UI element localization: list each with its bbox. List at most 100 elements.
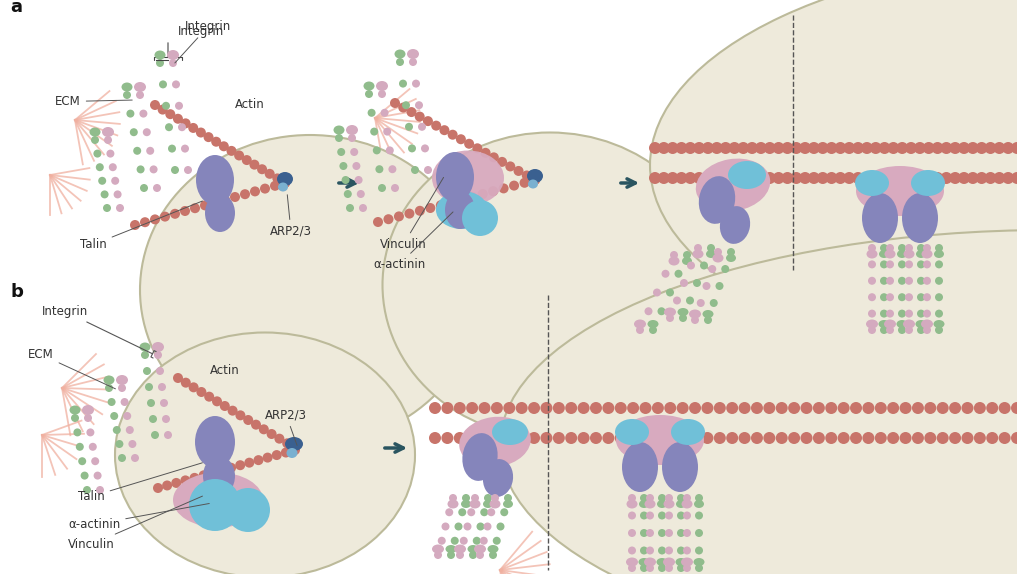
Circle shape: [636, 326, 644, 334]
Circle shape: [565, 432, 578, 444]
Circle shape: [346, 204, 354, 212]
Ellipse shape: [463, 433, 497, 481]
Circle shape: [941, 142, 952, 154]
Ellipse shape: [921, 250, 933, 258]
Circle shape: [260, 184, 270, 193]
Circle shape: [130, 128, 137, 136]
Ellipse shape: [82, 405, 94, 415]
Circle shape: [967, 142, 978, 154]
Circle shape: [932, 172, 944, 184]
Ellipse shape: [639, 500, 649, 508]
Circle shape: [676, 432, 689, 444]
Circle shape: [441, 432, 454, 444]
Circle shape: [658, 529, 666, 537]
Circle shape: [711, 142, 723, 154]
Ellipse shape: [921, 320, 933, 328]
Circle shape: [702, 432, 714, 444]
Circle shape: [694, 244, 702, 252]
Circle shape: [649, 326, 657, 334]
Ellipse shape: [195, 416, 235, 468]
Circle shape: [649, 142, 661, 154]
Ellipse shape: [139, 343, 151, 351]
Circle shape: [700, 262, 708, 270]
Circle shape: [478, 189, 488, 199]
Circle shape: [210, 197, 220, 208]
Circle shape: [467, 508, 475, 516]
Circle shape: [693, 279, 701, 287]
Circle shape: [949, 402, 961, 414]
Circle shape: [880, 277, 888, 285]
Circle shape: [879, 172, 891, 184]
Circle shape: [726, 402, 738, 414]
Text: Actin: Actin: [235, 98, 264, 111]
Circle shape: [974, 402, 985, 414]
Circle shape: [480, 537, 488, 545]
Circle shape: [1011, 172, 1017, 184]
Ellipse shape: [903, 320, 915, 328]
Circle shape: [677, 494, 685, 502]
Circle shape: [73, 428, 81, 436]
Circle shape: [614, 432, 626, 444]
Circle shape: [448, 494, 457, 502]
Circle shape: [614, 402, 626, 414]
Circle shape: [454, 402, 466, 414]
Circle shape: [136, 165, 144, 173]
Circle shape: [834, 142, 846, 154]
Circle shape: [407, 107, 417, 117]
Circle shape: [923, 326, 931, 334]
Circle shape: [898, 277, 906, 285]
Circle shape: [905, 309, 913, 317]
Ellipse shape: [445, 545, 457, 553]
Circle shape: [667, 172, 678, 184]
Circle shape: [720, 172, 731, 184]
Circle shape: [181, 145, 189, 153]
Circle shape: [189, 473, 199, 483]
Circle shape: [652, 402, 664, 414]
Ellipse shape: [447, 499, 459, 509]
Circle shape: [676, 402, 689, 414]
Circle shape: [905, 261, 913, 269]
Circle shape: [488, 186, 498, 196]
Circle shape: [234, 150, 244, 161]
Circle shape: [825, 432, 837, 444]
Circle shape: [917, 293, 925, 301]
Circle shape: [726, 432, 738, 444]
Circle shape: [900, 432, 911, 444]
Circle shape: [113, 426, 121, 434]
Circle shape: [147, 399, 155, 407]
Circle shape: [149, 415, 157, 423]
Circle shape: [418, 123, 426, 131]
Circle shape: [156, 367, 164, 375]
Circle shape: [504, 494, 512, 502]
Circle shape: [923, 244, 931, 252]
Circle shape: [280, 178, 290, 188]
Circle shape: [683, 511, 691, 519]
Circle shape: [439, 125, 450, 135]
Ellipse shape: [503, 500, 513, 508]
Circle shape: [378, 184, 386, 192]
Circle shape: [105, 384, 113, 392]
Ellipse shape: [152, 342, 164, 352]
Circle shape: [949, 432, 961, 444]
Circle shape: [164, 431, 172, 439]
Circle shape: [108, 398, 116, 406]
Circle shape: [447, 130, 458, 139]
Circle shape: [207, 468, 218, 478]
Circle shape: [196, 387, 206, 397]
Circle shape: [104, 136, 112, 144]
Circle shape: [949, 172, 961, 184]
Circle shape: [999, 402, 1011, 414]
Circle shape: [380, 109, 388, 117]
Circle shape: [917, 244, 925, 252]
Circle shape: [590, 432, 602, 444]
Circle shape: [227, 146, 237, 156]
Circle shape: [667, 142, 678, 154]
Circle shape: [958, 172, 970, 184]
Circle shape: [737, 172, 750, 184]
Circle shape: [658, 142, 670, 154]
Circle shape: [898, 326, 906, 334]
Circle shape: [721, 265, 729, 273]
Circle shape: [118, 384, 126, 392]
Circle shape: [188, 382, 198, 393]
Ellipse shape: [706, 250, 716, 258]
